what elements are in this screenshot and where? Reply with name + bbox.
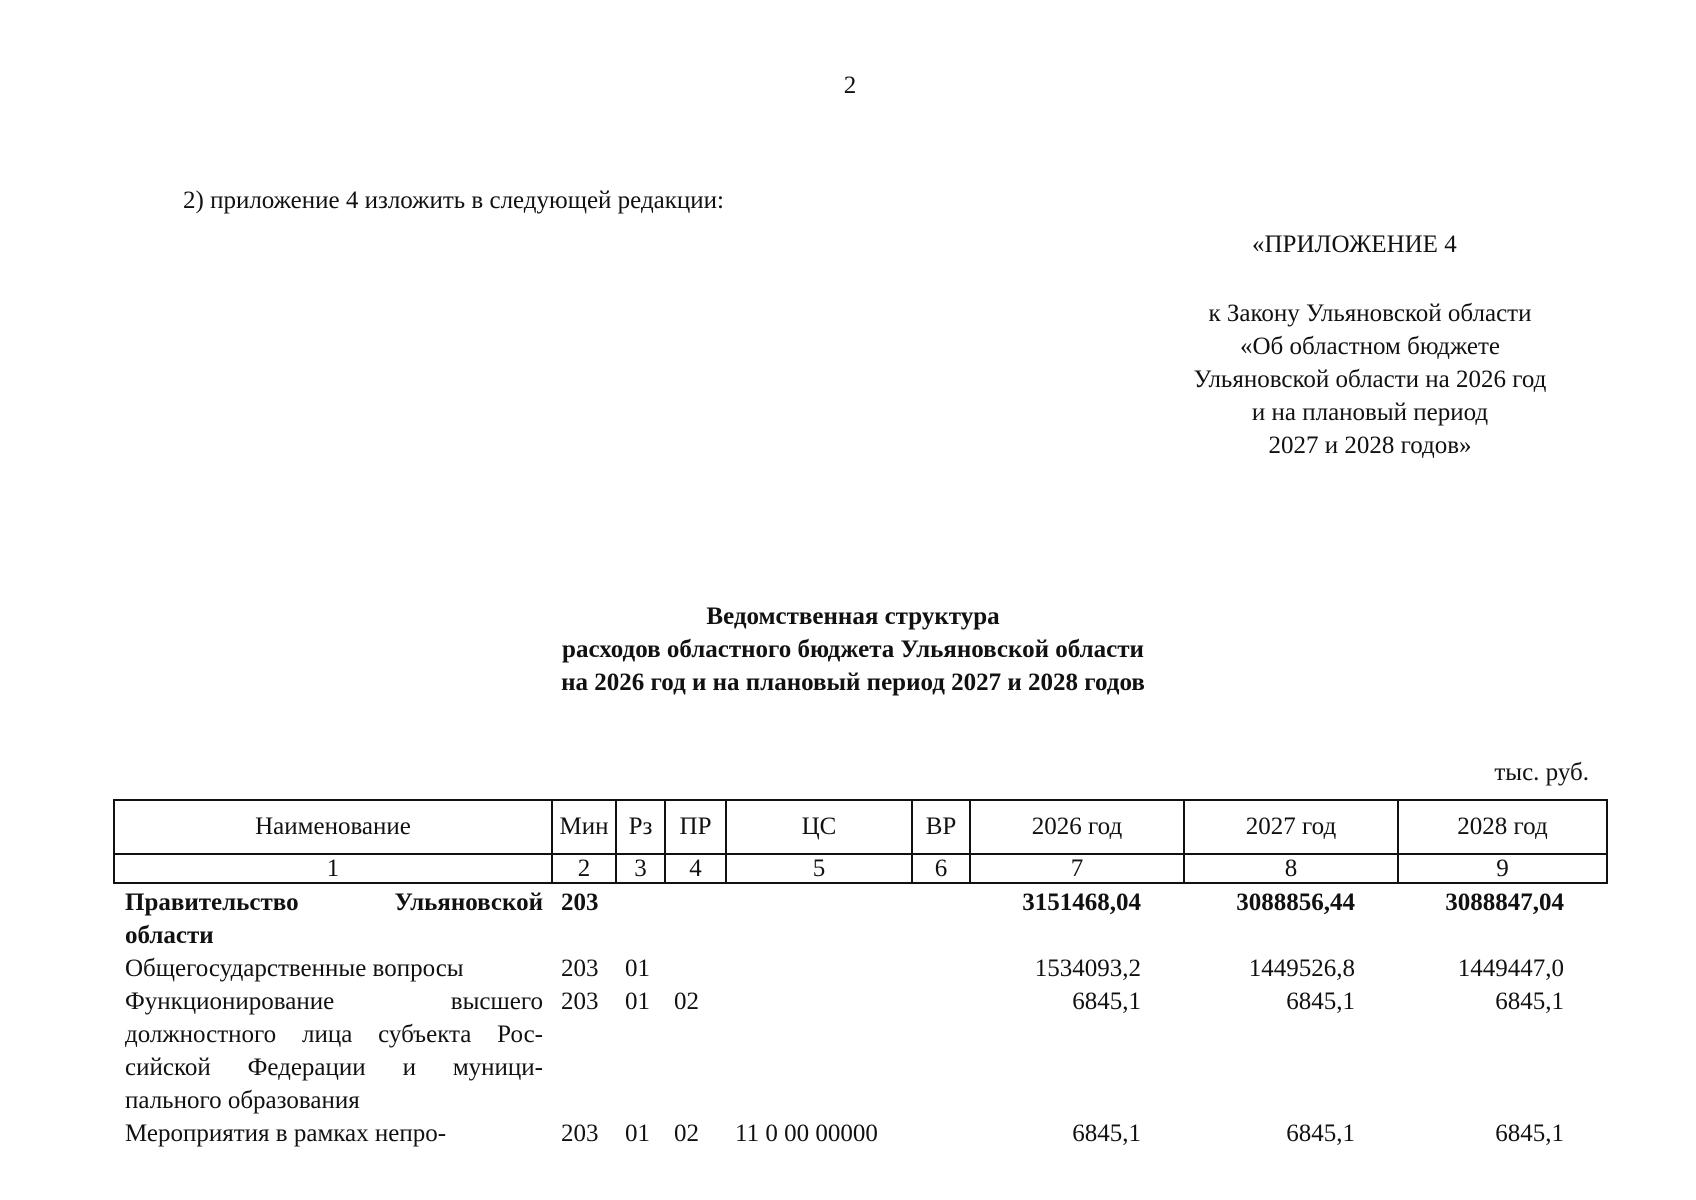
- reference-line: 2027 и 2028 годов»: [1268, 432, 1472, 459]
- cell-rz: [615, 886, 664, 952]
- column-header: ПР: [664, 799, 727, 855]
- reference-line: к Закону Ульяновской области: [1208, 300, 1532, 327]
- cell-cs: [725, 952, 911, 985]
- cell-y2026: 6845,1: [1072, 1120, 1141, 1147]
- column-header: ЦС: [725, 799, 913, 855]
- cell-min: 203: [561, 955, 599, 982]
- column-number: 9: [1397, 853, 1608, 884]
- cell-y2028: 3088847,04: [1445, 889, 1564, 916]
- cell-name: Функционирование высшего должностного ли…: [125, 988, 543, 1114]
- cell-cs: [725, 985, 911, 1117]
- page-number: 2: [843, 72, 857, 99]
- cell-y2027: 6845,1: [1286, 988, 1355, 1015]
- reference-line: Ульяновской области на 2026 год: [1193, 366, 1547, 393]
- column-number: 6: [911, 853, 971, 884]
- law-reference: к Закону Ульяновской области «Об областн…: [1150, 297, 1590, 462]
- cell-vr: [911, 1117, 969, 1150]
- cell-min: 203: [561, 889, 599, 916]
- reference-line: «Об областном бюджете: [1239, 333, 1501, 360]
- table-header: Наименование Мин Рз ПР ЦС ВР 2026 год 2027 год 2…: [113, 799, 1608, 884]
- document-title: Ведомственная структура расходов областн…: [0, 600, 1696, 699]
- column-header: 2026 год: [969, 799, 1185, 855]
- cell-y2028: 1449447,0: [1457, 955, 1564, 982]
- column-header: 2028 год: [1397, 799, 1608, 855]
- table-row: Функционирование высшего должностного ли…: [113, 985, 1606, 1117]
- cell-min: 203: [561, 1120, 599, 1147]
- cell-y2026: 6845,1: [1072, 988, 1141, 1015]
- cell-vr: [911, 985, 969, 1117]
- cell-pr: 02: [674, 988, 699, 1015]
- cell-pr: 02: [674, 1120, 699, 1147]
- cell-y2027: 3088856,44: [1236, 889, 1355, 916]
- cell-cs: [725, 886, 911, 952]
- cell-name: Правительство Ульяновской области: [125, 889, 543, 949]
- column-header: Мин: [551, 799, 617, 855]
- cell-y2027: 1449526,8: [1248, 955, 1355, 982]
- cell-rz: 01: [625, 988, 650, 1015]
- cell-vr: [911, 886, 969, 952]
- cell-vr: [911, 952, 969, 985]
- budget-table: Правительство Ульяновской области 203 3151…: [113, 886, 1606, 1150]
- intro-text: 2) приложение 4 изложить в следующей ред…: [183, 187, 724, 214]
- appendix-label: «ПРИЛОЖЕНИЕ 4: [1252, 231, 1457, 258]
- title-line: Ведомственная структура: [706, 603, 1000, 630]
- cell-name: Мероприятия в рамках непро-: [125, 1120, 447, 1147]
- column-header: Наименование: [113, 799, 553, 855]
- column-header: 2027 год: [1183, 799, 1399, 855]
- column-number: 2: [551, 853, 617, 884]
- table-row: Общегосударственные вопросы 203 01 1534093,…: [113, 952, 1606, 985]
- cell-cs: 11 0 00 00000: [735, 1120, 878, 1147]
- cell-rz: 01: [625, 955, 650, 982]
- cell-y2027: 6845,1: [1286, 1120, 1355, 1147]
- column-number: 7: [969, 853, 1185, 884]
- column-number: 3: [615, 853, 666, 884]
- title-line: на 2026 год и на плановый период 2027 и …: [561, 669, 1145, 696]
- table-row: Правительство Ульяновской области 203 3151…: [113, 886, 1606, 952]
- column-number: 5: [725, 853, 913, 884]
- units-label: тыс. руб.: [1494, 759, 1589, 786]
- table-row: Мероприятия в рамках непро- 203 01 02 11 0 0…: [113, 1117, 1606, 1150]
- cell-pr: [664, 952, 725, 985]
- column-header: ВР: [911, 799, 971, 855]
- cell-y2026: 1534093,2: [1034, 955, 1141, 982]
- column-number: 1: [113, 853, 553, 884]
- cell-pr: [664, 886, 725, 952]
- column-header: Рз: [615, 799, 666, 855]
- cell-rz: 01: [625, 1120, 650, 1147]
- column-number: 8: [1183, 853, 1399, 884]
- cell-y2028: 6845,1: [1495, 1120, 1564, 1147]
- cell-y2028: 6845,1: [1495, 988, 1564, 1015]
- cell-min: 203: [561, 988, 599, 1015]
- title-line: расходов областного бюджета Ульяновской …: [562, 636, 1144, 663]
- cell-y2026: 3151468,04: [1022, 889, 1141, 916]
- column-number: 4: [664, 853, 727, 884]
- cell-name: Общегосударственные вопросы: [125, 955, 464, 982]
- reference-line: и на плановый период: [1251, 399, 1489, 426]
